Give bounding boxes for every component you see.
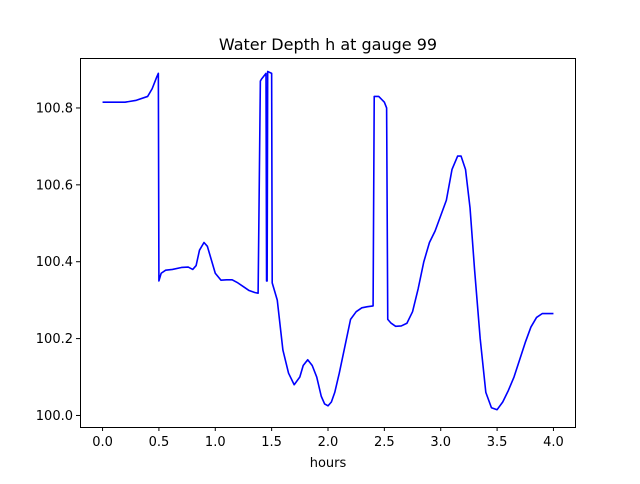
y-tick-label: 100.4	[36, 255, 73, 270]
x-tick-label: 3.5	[487, 435, 508, 450]
x-tick-label: 2.5	[374, 435, 395, 450]
y-tick-label: 100.6	[36, 178, 73, 193]
x-tick-label: 4.0	[543, 435, 564, 450]
x-tick-label: 2.0	[318, 435, 339, 450]
y-tick-label: 100.2	[36, 332, 73, 347]
y-tick-label: 100.8	[36, 101, 73, 116]
x-axis-label: hours	[310, 456, 347, 471]
x-axis-ticks: 0.0 0.5 1.0 1.5 2.0 2.5 3.0 3.5 4.0	[92, 427, 564, 450]
x-tick-label: 0.0	[92, 435, 113, 450]
x-tick-label: 1.5	[261, 435, 282, 450]
y-axis-ticks: 100.0 100.2 100.4 100.6 100.8	[36, 101, 80, 424]
chart-title: Water Depth h at gauge 99	[219, 35, 437, 54]
axes-frame	[80, 58, 576, 428]
plot-area	[102, 70, 554, 411]
x-tick-label: 0.5	[149, 435, 170, 450]
y-tick-label: 100.0	[36, 409, 73, 424]
x-tick-label: 3.0	[430, 435, 451, 450]
x-tick-label: 1.0	[205, 435, 226, 450]
series-line-0	[102, 70, 554, 411]
